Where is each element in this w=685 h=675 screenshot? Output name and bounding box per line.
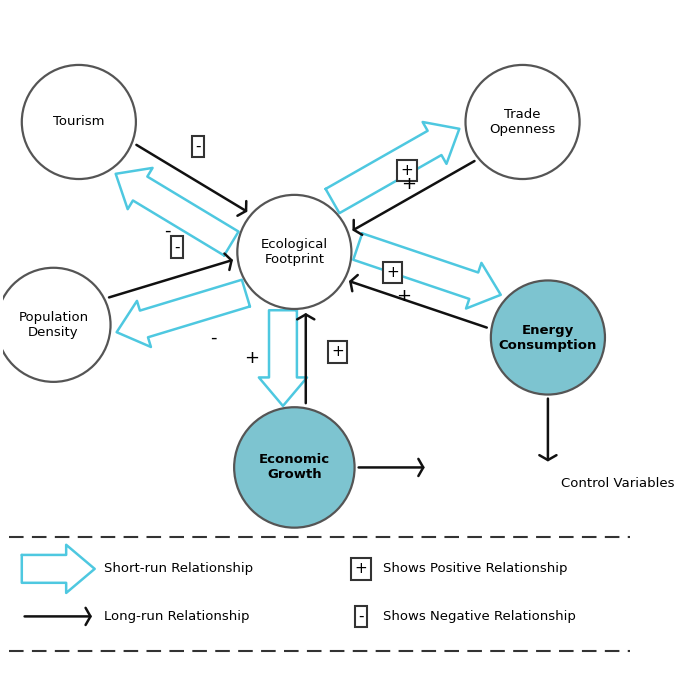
Circle shape — [466, 65, 580, 179]
Text: +: + — [244, 349, 259, 367]
Text: Tourism: Tourism — [53, 115, 105, 128]
Polygon shape — [259, 310, 307, 406]
Polygon shape — [116, 168, 238, 255]
Circle shape — [491, 280, 605, 395]
Text: -: - — [164, 222, 171, 240]
Text: Ecological
Footprint: Ecological Footprint — [261, 238, 328, 266]
Circle shape — [22, 65, 136, 179]
Polygon shape — [353, 234, 501, 308]
Text: Short-run Relationship: Short-run Relationship — [104, 562, 253, 575]
Text: -: - — [210, 329, 216, 347]
Text: +: + — [386, 265, 399, 280]
Text: Population
Density: Population Density — [18, 310, 88, 339]
Polygon shape — [325, 122, 460, 213]
Text: Shows Positive Relationship: Shows Positive Relationship — [383, 562, 568, 575]
Text: -: - — [358, 609, 364, 624]
Polygon shape — [116, 279, 250, 347]
Text: -: - — [175, 240, 180, 254]
Circle shape — [234, 407, 355, 528]
Text: -: - — [195, 139, 201, 154]
Text: +: + — [401, 163, 414, 178]
Text: Economic
Growth: Economic Growth — [259, 454, 330, 481]
Text: Energy
Consumption: Energy Consumption — [499, 323, 597, 352]
Polygon shape — [22, 545, 95, 593]
Circle shape — [0, 268, 110, 382]
Circle shape — [237, 195, 351, 309]
Text: +: + — [397, 287, 412, 305]
Text: +: + — [331, 344, 344, 359]
Text: Control Variables: Control Variables — [560, 477, 674, 490]
Text: Shows Negative Relationship: Shows Negative Relationship — [383, 610, 576, 623]
Text: Trade
Openness: Trade Openness — [489, 108, 556, 136]
Text: +: + — [355, 562, 367, 576]
Text: +: + — [401, 175, 416, 193]
Text: Long-run Relationship: Long-run Relationship — [104, 610, 250, 623]
